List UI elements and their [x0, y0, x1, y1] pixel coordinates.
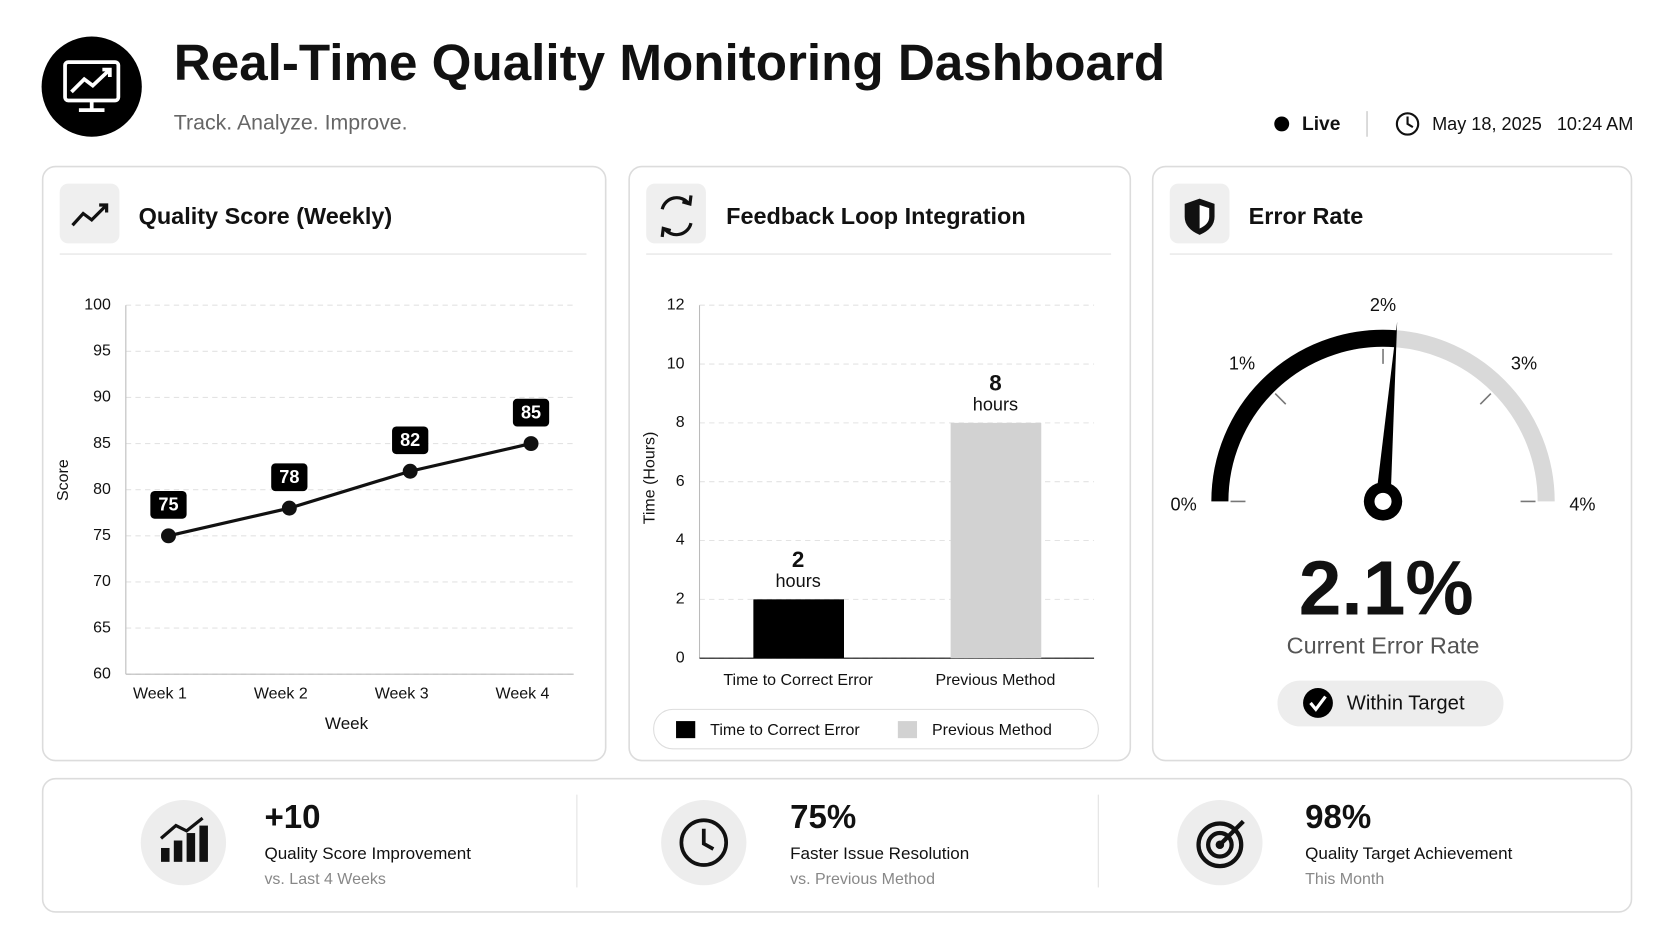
- data-label: 2: [792, 547, 804, 572]
- legend-swatch: [676, 721, 696, 739]
- legend: [653, 708, 1099, 750]
- check-icon: [1303, 688, 1333, 718]
- subtitle: Track. Analyze. Improve.: [174, 111, 408, 135]
- x-axis-label: Week: [325, 714, 369, 733]
- gauge-tick: [1274, 393, 1287, 405]
- clock-icon: [1395, 112, 1420, 136]
- trend-icon: [71, 203, 109, 227]
- gauge-needle: [1375, 321, 1398, 503]
- gauge-tick-label: 2%: [1370, 295, 1396, 315]
- x-tick-label: Time to Correct Error: [723, 672, 873, 689]
- kpi-icon-bg: [140, 799, 227, 886]
- x-tick-label: Week 3: [375, 686, 429, 703]
- y-tick-label: 70: [93, 573, 111, 590]
- gauge-tick-label: 1%: [1229, 353, 1255, 373]
- needle-hub-inner: [1374, 492, 1392, 510]
- gauge-caption: Current Error Rate: [1287, 633, 1480, 659]
- kpi-sub: This Month: [1305, 871, 1384, 888]
- kpi-value: 98%: [1305, 799, 1371, 836]
- legend-label: Previous Method: [932, 722, 1052, 739]
- shield-icon-inner: [1199, 204, 1210, 229]
- kpi-value: 75%: [790, 799, 856, 836]
- y-tick-label: 85: [93, 435, 111, 452]
- data-label: 8: [989, 370, 1001, 395]
- bar: [753, 599, 844, 659]
- icon-box: [59, 183, 120, 244]
- logo-icon: [63, 60, 121, 112]
- gauge-fill: [1211, 329, 1397, 502]
- gauge-value: 2.1%: [1299, 546, 1474, 631]
- date: May 18, 2025: [1432, 114, 1542, 134]
- panel-title: Error Rate: [1249, 203, 1364, 229]
- label-bg: [150, 491, 187, 519]
- point: [523, 436, 539, 452]
- status-text: Within Target: [1347, 692, 1465, 714]
- data-label: 75: [158, 495, 178, 515]
- time: 10:24 AM: [1557, 114, 1634, 134]
- y-tick-label: 8: [676, 414, 685, 431]
- clock-icon: [679, 818, 729, 867]
- y-axis-label: Time (Hours): [642, 432, 659, 525]
- y-tick-label: 6: [676, 473, 685, 490]
- data-label: 82: [400, 430, 420, 450]
- check-mark: [1309, 695, 1327, 712]
- y-tick-label: 12: [667, 296, 685, 313]
- kpi-sub: vs. Previous Method: [790, 871, 935, 888]
- data-label: 85: [521, 402, 541, 422]
- label-bg: [512, 398, 550, 427]
- y-tick-label: 4: [676, 532, 685, 549]
- label-bg: [392, 426, 429, 455]
- y-tick-label: 90: [93, 389, 111, 406]
- point: [281, 500, 297, 516]
- point: [161, 528, 176, 544]
- panel-title: Quality Score (Weekly): [139, 203, 393, 229]
- kpi-label: Quality Score Improvement: [264, 844, 471, 863]
- y-tick-label: 10: [667, 355, 685, 372]
- kpi-label: Faster Issue Resolution: [790, 844, 969, 863]
- point: [402, 463, 418, 479]
- y-tick-label: 75: [93, 527, 111, 544]
- gauge-tick: [1479, 393, 1492, 405]
- target-icon: [1196, 819, 1245, 869]
- y-tick-label: 80: [93, 481, 111, 498]
- panel-title: Feedback Loop Integration: [726, 203, 1026, 229]
- gauge-tick-label: 4%: [1569, 494, 1595, 514]
- y-tick-label: 95: [93, 343, 111, 360]
- loop-icon: [660, 195, 693, 238]
- data-label-unit: hours: [775, 571, 820, 591]
- gauge-tick-label: 3%: [1511, 353, 1537, 373]
- legend-label: Time to Correct Error: [710, 722, 860, 739]
- label-bg: [271, 463, 308, 492]
- line-panel: [41, 165, 607, 762]
- data-label-unit: hours: [973, 395, 1018, 415]
- live-dot: [1274, 116, 1290, 132]
- gauge-tick-label: 0%: [1171, 494, 1197, 514]
- y-axis-label: Score: [55, 459, 72, 501]
- target-center: [1215, 840, 1225, 850]
- bars-icon: [161, 825, 208, 862]
- bar: [950, 422, 1042, 659]
- x-tick-label: Week 2: [254, 686, 308, 703]
- y-tick-label: 65: [93, 619, 111, 636]
- live-status: Live: [1302, 114, 1341, 135]
- x-tick-label: Week 1: [133, 686, 187, 703]
- kpi-sub: vs. Last 4 Weeks: [264, 871, 385, 888]
- x-tick-label: Previous Method: [935, 672, 1055, 689]
- data-label: 78: [279, 467, 299, 487]
- y-tick-label: 100: [84, 296, 111, 313]
- kpi-value: +10: [264, 799, 320, 836]
- line: [168, 442, 532, 538]
- kpi-label: Quality Target Achievement: [1305, 844, 1512, 863]
- x-tick-label: Week 4: [496, 686, 550, 703]
- legend-swatch: [897, 721, 918, 739]
- y-tick-label: 2: [676, 591, 685, 608]
- y-tick-label: 60: [93, 665, 111, 682]
- bars-icon-trend: [159, 816, 204, 840]
- gauge-panel: [1151, 165, 1633, 762]
- status-pill: [1277, 680, 1504, 727]
- title: Real-Time Quality Monitoring Dashboard: [174, 34, 1165, 91]
- y-tick-label: 0: [676, 649, 685, 666]
